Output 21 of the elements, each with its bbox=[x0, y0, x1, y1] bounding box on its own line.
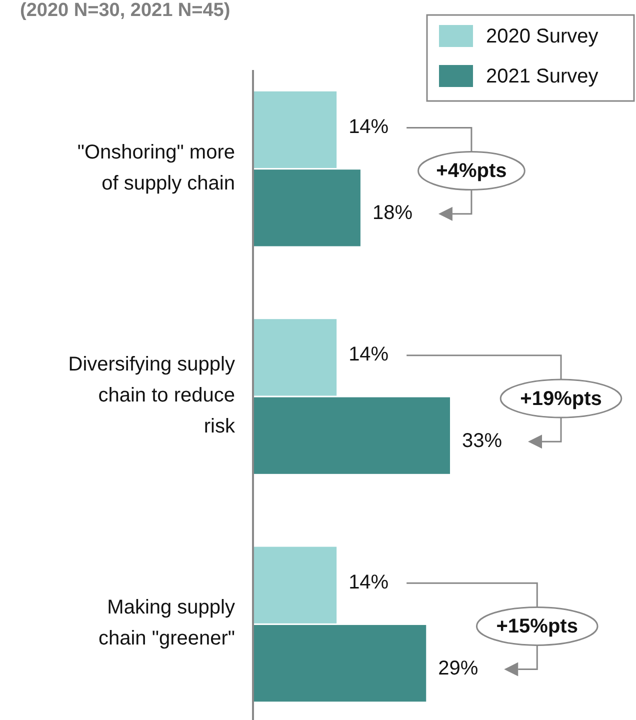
y-tick-label: Making supply chain "greener" bbox=[98, 596, 235, 650]
y-tick-label: "Onshoring" more of supply chain bbox=[77, 142, 235, 195]
data-label: 18% bbox=[372, 202, 413, 224]
data-label: 29% bbox=[438, 658, 478, 680]
bar bbox=[253, 170, 360, 246]
legend-label: 2021 Survey bbox=[486, 65, 598, 88]
bar bbox=[253, 319, 337, 396]
bar bbox=[253, 397, 450, 474]
data-label: 14% bbox=[348, 571, 389, 594]
data-label: 14% bbox=[348, 344, 389, 366]
y-tick-label: Diversifying supply chain to reduce risk bbox=[68, 354, 236, 438]
legend-label: 2020 Survey bbox=[486, 25, 598, 48]
bar bbox=[253, 91, 337, 168]
bar bbox=[253, 546, 337, 624]
data-label: 14% bbox=[348, 116, 389, 138]
text: +15%pts bbox=[496, 615, 578, 638]
chart-subtitle: (2020 N=30, 2021 N=45) bbox=[20, 0, 230, 21]
bar bbox=[253, 624, 426, 702]
data-label: 33% bbox=[462, 430, 502, 452]
annotation: +4%pts bbox=[436, 160, 507, 182]
text: +19%pts bbox=[520, 388, 602, 410]
